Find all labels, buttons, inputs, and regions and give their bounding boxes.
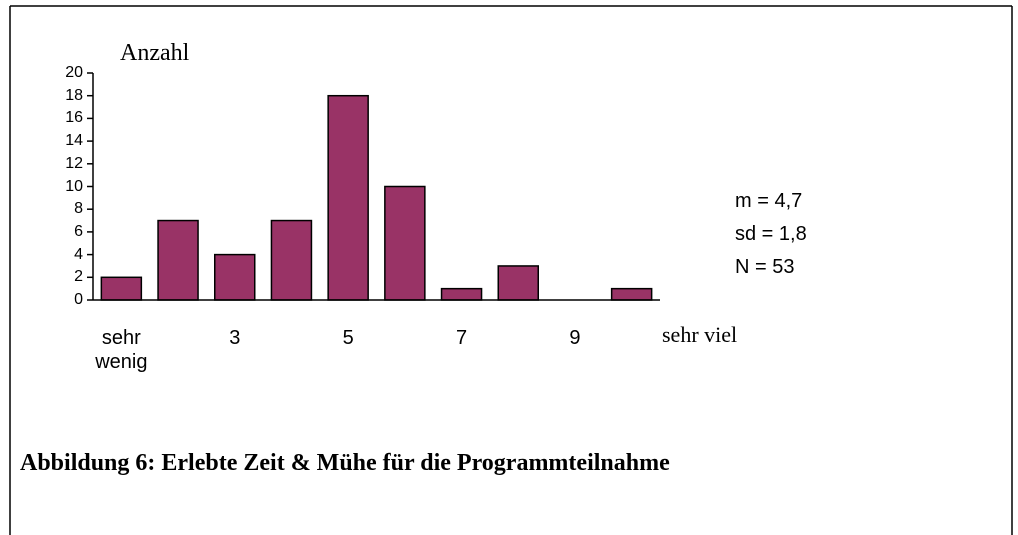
y-axis-label: Anzahl xyxy=(120,40,190,66)
bar xyxy=(100,276,143,301)
y-tick-label: 4 xyxy=(74,245,83,263)
x-tick-label: sehr wenig xyxy=(95,327,148,373)
bar xyxy=(327,94,369,301)
y-tick-label: 20 xyxy=(65,64,83,81)
y-tick-label: 16 xyxy=(65,109,83,127)
annotation: sd = 1,8 xyxy=(735,223,807,245)
y-tick-label: 14 xyxy=(65,132,83,150)
y-tick-label: 6 xyxy=(74,222,83,240)
bar xyxy=(214,253,256,301)
y-tick-label: 8 xyxy=(74,200,83,218)
bar xyxy=(157,219,199,301)
y-tick-label: 2 xyxy=(74,268,83,286)
y-tick-label: 0 xyxy=(74,291,83,308)
annotation: N = 53 xyxy=(735,256,795,278)
x-tick-label: 3 xyxy=(229,327,241,349)
bar xyxy=(440,287,483,301)
y-tick-label: 18 xyxy=(65,86,83,104)
x-tick-label: 7 xyxy=(455,327,468,349)
x-tick-label: sehr viel xyxy=(662,322,738,347)
annotation: m = 4,7 xyxy=(735,190,803,212)
caption: Abbildung 6: Erlebte Zeit & Mühe für die… xyxy=(20,450,670,476)
bar xyxy=(610,287,653,301)
x-tick-label: 5 xyxy=(342,327,354,349)
bar xyxy=(384,185,426,301)
bar xyxy=(497,265,539,301)
y-tick-label: 12 xyxy=(65,154,83,172)
x-tick-label: 9 xyxy=(569,327,581,349)
bar xyxy=(270,219,313,301)
y-tick-label: 10 xyxy=(65,177,83,195)
